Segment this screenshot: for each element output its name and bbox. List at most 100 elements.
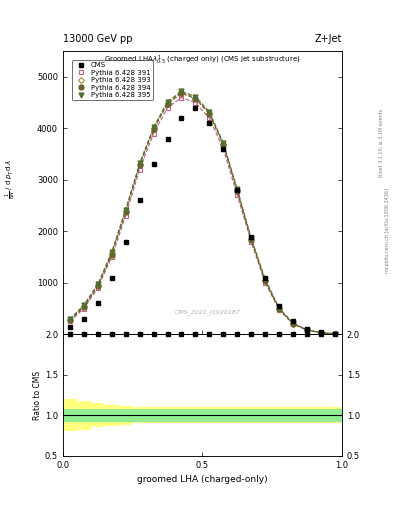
Pythia 6.428 394	[151, 126, 156, 133]
Pythia 6.428 395	[263, 276, 268, 282]
Pythia 6.428 391	[109, 254, 114, 260]
CMS	[305, 326, 309, 332]
Pythia 6.428 391	[95, 285, 100, 291]
Pythia 6.428 391	[207, 115, 212, 121]
Pythia 6.428 393	[207, 110, 212, 116]
Pythia 6.428 395	[319, 330, 323, 336]
Pythia 6.428 391	[221, 146, 226, 152]
Pythia 6.428 395	[291, 320, 296, 326]
Pythia 6.428 391	[165, 105, 170, 111]
Pythia 6.428 391	[81, 306, 86, 312]
CMS	[123, 239, 128, 245]
Pythia 6.428 394	[165, 101, 170, 107]
Pythia 6.428 394	[249, 237, 253, 243]
Pythia 6.428 393	[332, 331, 337, 337]
Pythia 6.428 393	[305, 327, 309, 333]
Text: Z+Jet: Z+Jet	[314, 33, 342, 44]
Pythia 6.428 394	[277, 306, 281, 312]
Pythia 6.428 395	[221, 140, 226, 146]
Pythia 6.428 393	[263, 277, 268, 283]
Pythia 6.428 393	[123, 208, 128, 214]
Pythia 6.428 393	[319, 330, 323, 336]
CMS	[193, 105, 198, 111]
Pythia 6.428 393	[81, 303, 86, 309]
Pythia 6.428 393	[179, 89, 184, 95]
Pythia 6.428 391	[277, 307, 281, 313]
Pythia 6.428 393	[235, 187, 240, 193]
Pythia 6.428 395	[249, 235, 253, 241]
CMS	[249, 233, 253, 240]
Line: Pythia 6.428 395: Pythia 6.428 395	[68, 89, 337, 336]
CMS	[81, 316, 86, 322]
Text: Rivet 3.1.10, ≥ 3.1M events: Rivet 3.1.10, ≥ 3.1M events	[379, 109, 384, 178]
Pythia 6.428 395	[68, 316, 72, 323]
Pythia 6.428 395	[277, 305, 281, 311]
Line: Pythia 6.428 394: Pythia 6.428 394	[68, 91, 337, 336]
CMS	[263, 274, 268, 281]
CMS	[221, 146, 226, 152]
Pythia 6.428 394	[221, 142, 226, 148]
Text: Groomed LHA$\lambda^{1}_{0.5}$ (charged only) (CMS jet substructure): Groomed LHA$\lambda^{1}_{0.5}$ (charged …	[104, 54, 301, 68]
Pythia 6.428 391	[305, 327, 309, 333]
Pythia 6.428 394	[123, 209, 128, 215]
Pythia 6.428 394	[235, 188, 240, 194]
Pythia 6.428 394	[179, 90, 184, 96]
CMS	[68, 324, 72, 330]
Pythia 6.428 393	[249, 236, 253, 242]
Line: Pythia 6.428 391: Pythia 6.428 391	[68, 95, 337, 336]
Text: 13000 GeV pp: 13000 GeV pp	[63, 33, 132, 44]
Pythia 6.428 395	[109, 249, 114, 255]
X-axis label: groomed LHA (charged-only): groomed LHA (charged-only)	[137, 475, 268, 484]
Pythia 6.428 395	[332, 331, 337, 337]
Pythia 6.428 394	[95, 283, 100, 289]
Pythia 6.428 394	[319, 330, 323, 336]
Pythia 6.428 393	[95, 282, 100, 288]
Pythia 6.428 393	[165, 100, 170, 106]
Pythia 6.428 394	[332, 331, 337, 337]
Y-axis label: Ratio to CMS: Ratio to CMS	[33, 371, 42, 419]
Pythia 6.428 391	[151, 131, 156, 137]
Text: mcplots.cern.ch [arXiv:1306.3436]: mcplots.cern.ch [arXiv:1306.3436]	[385, 188, 389, 273]
Pythia 6.428 394	[81, 304, 86, 310]
CMS	[277, 303, 281, 309]
Line: CMS: CMS	[68, 105, 337, 336]
CMS	[207, 120, 212, 126]
CMS	[319, 329, 323, 335]
Pythia 6.428 393	[277, 306, 281, 312]
Text: CMS_2021_I1920187: CMS_2021_I1920187	[175, 309, 241, 314]
CMS	[109, 274, 114, 281]
Pythia 6.428 393	[291, 321, 296, 327]
Pythia 6.428 391	[263, 280, 268, 286]
Pythia 6.428 391	[68, 318, 72, 325]
Pythia 6.428 395	[165, 99, 170, 105]
Pythia 6.428 391	[193, 100, 198, 106]
Line: Pythia 6.428 393: Pythia 6.428 393	[68, 90, 337, 336]
Pythia 6.428 393	[193, 94, 198, 100]
CMS	[332, 330, 337, 336]
Pythia 6.428 394	[207, 111, 212, 117]
Pythia 6.428 395	[123, 207, 128, 213]
Pythia 6.428 393	[221, 141, 226, 147]
Pythia 6.428 391	[249, 239, 253, 245]
Text: $\frac{1}{\mathrm{d}N}$ / $\mathrm{d}\,p_T\,\mathrm{d}\,\lambda$: $\frac{1}{\mathrm{d}N}$ / $\mathrm{d}\,p…	[4, 159, 18, 199]
Pythia 6.428 394	[263, 278, 268, 284]
Pythia 6.428 391	[291, 321, 296, 327]
Pythia 6.428 394	[193, 96, 198, 102]
Pythia 6.428 394	[137, 162, 142, 168]
CMS	[291, 318, 296, 325]
Pythia 6.428 393	[137, 161, 142, 167]
Pythia 6.428 394	[68, 317, 72, 324]
Pythia 6.428 394	[305, 327, 309, 333]
Pythia 6.428 395	[235, 186, 240, 192]
Pythia 6.428 393	[68, 317, 72, 323]
Pythia 6.428 395	[81, 302, 86, 308]
Pythia 6.428 391	[137, 166, 142, 173]
Pythia 6.428 395	[179, 88, 184, 94]
Pythia 6.428 393	[109, 250, 114, 256]
Pythia 6.428 395	[151, 124, 156, 131]
Pythia 6.428 391	[123, 213, 128, 219]
Pythia 6.428 395	[305, 327, 309, 333]
Pythia 6.428 391	[319, 330, 323, 336]
Pythia 6.428 394	[109, 251, 114, 258]
Pythia 6.428 391	[332, 331, 337, 337]
